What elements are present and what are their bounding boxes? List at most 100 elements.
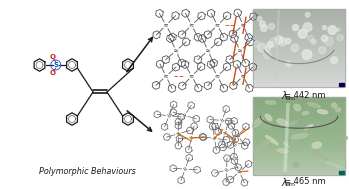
Bar xyxy=(253,29,345,31)
Circle shape xyxy=(285,38,291,44)
Bar xyxy=(253,149,345,152)
Bar xyxy=(253,98,345,100)
Bar xyxy=(253,167,345,169)
Text: $\lambda$: $\lambda$ xyxy=(281,176,289,188)
Text: $\lambda$: $\lambda$ xyxy=(281,89,289,101)
Bar xyxy=(253,154,345,156)
Bar xyxy=(253,106,345,108)
Bar xyxy=(253,41,345,43)
Bar xyxy=(253,128,345,130)
Ellipse shape xyxy=(265,114,272,121)
Bar xyxy=(253,162,345,164)
Bar xyxy=(253,157,345,159)
Ellipse shape xyxy=(265,101,276,104)
Bar xyxy=(253,68,345,70)
Circle shape xyxy=(253,41,260,47)
Ellipse shape xyxy=(318,110,328,114)
Bar xyxy=(253,97,345,98)
Ellipse shape xyxy=(279,150,284,154)
Ellipse shape xyxy=(326,162,342,168)
Circle shape xyxy=(321,35,328,42)
Bar xyxy=(253,134,345,136)
Bar xyxy=(253,97,345,175)
Bar xyxy=(253,77,345,79)
Bar xyxy=(253,139,345,141)
Bar xyxy=(253,120,345,122)
Bar xyxy=(253,19,345,22)
Bar xyxy=(253,27,345,29)
Bar xyxy=(253,16,345,18)
Circle shape xyxy=(291,44,299,52)
Text: O: O xyxy=(50,54,56,60)
Bar xyxy=(253,43,345,45)
Bar xyxy=(253,153,345,155)
Bar xyxy=(253,146,345,149)
Bar xyxy=(253,103,345,105)
Bar xyxy=(253,47,345,50)
Bar xyxy=(253,148,345,150)
Circle shape xyxy=(263,51,271,59)
Bar xyxy=(253,122,345,124)
Ellipse shape xyxy=(331,136,348,143)
Bar xyxy=(253,13,345,15)
Bar xyxy=(253,123,345,125)
Bar xyxy=(253,54,345,56)
Bar xyxy=(253,60,345,62)
Bar xyxy=(253,111,345,113)
Ellipse shape xyxy=(277,119,288,125)
Bar xyxy=(253,136,345,138)
Text: em: em xyxy=(286,183,296,187)
Circle shape xyxy=(311,39,316,44)
Text: = 442 nm: = 442 nm xyxy=(284,91,326,99)
Circle shape xyxy=(265,46,270,51)
Bar xyxy=(253,137,345,139)
Circle shape xyxy=(331,57,337,64)
Bar xyxy=(253,129,345,131)
Bar xyxy=(253,10,345,12)
Text: em: em xyxy=(286,95,296,101)
Bar xyxy=(253,159,345,161)
Bar xyxy=(253,142,345,144)
Ellipse shape xyxy=(332,103,337,108)
Circle shape xyxy=(268,23,275,29)
Bar xyxy=(253,85,345,87)
Ellipse shape xyxy=(266,136,278,145)
Text: O: O xyxy=(50,70,56,76)
Bar xyxy=(253,143,345,145)
Bar xyxy=(253,115,345,117)
Bar xyxy=(253,173,345,175)
Bar xyxy=(253,15,345,17)
Ellipse shape xyxy=(252,118,263,127)
Bar xyxy=(253,117,345,119)
Bar xyxy=(253,140,345,142)
Bar xyxy=(253,62,345,64)
Bar xyxy=(253,165,345,167)
Bar xyxy=(253,126,345,128)
Bar xyxy=(253,79,345,81)
Text: S: S xyxy=(53,62,58,68)
Circle shape xyxy=(322,26,327,30)
Bar xyxy=(253,107,345,109)
Bar xyxy=(253,35,345,37)
Circle shape xyxy=(279,38,287,46)
Bar xyxy=(253,21,345,23)
Bar xyxy=(253,55,345,57)
Circle shape xyxy=(275,36,283,44)
Circle shape xyxy=(286,61,291,66)
Circle shape xyxy=(258,43,266,52)
Ellipse shape xyxy=(305,125,313,129)
Bar xyxy=(253,40,345,42)
Bar xyxy=(253,18,345,20)
Bar xyxy=(253,51,345,53)
Bar xyxy=(253,83,345,85)
Bar xyxy=(339,83,344,86)
Circle shape xyxy=(267,41,273,48)
Ellipse shape xyxy=(277,149,289,153)
Ellipse shape xyxy=(308,103,320,108)
Bar xyxy=(253,9,345,11)
Text: Polymorphic Behaviours: Polymorphic Behaviours xyxy=(39,167,135,176)
Bar xyxy=(253,170,345,172)
Bar xyxy=(253,30,345,32)
Ellipse shape xyxy=(336,108,341,112)
Bar xyxy=(253,71,345,73)
